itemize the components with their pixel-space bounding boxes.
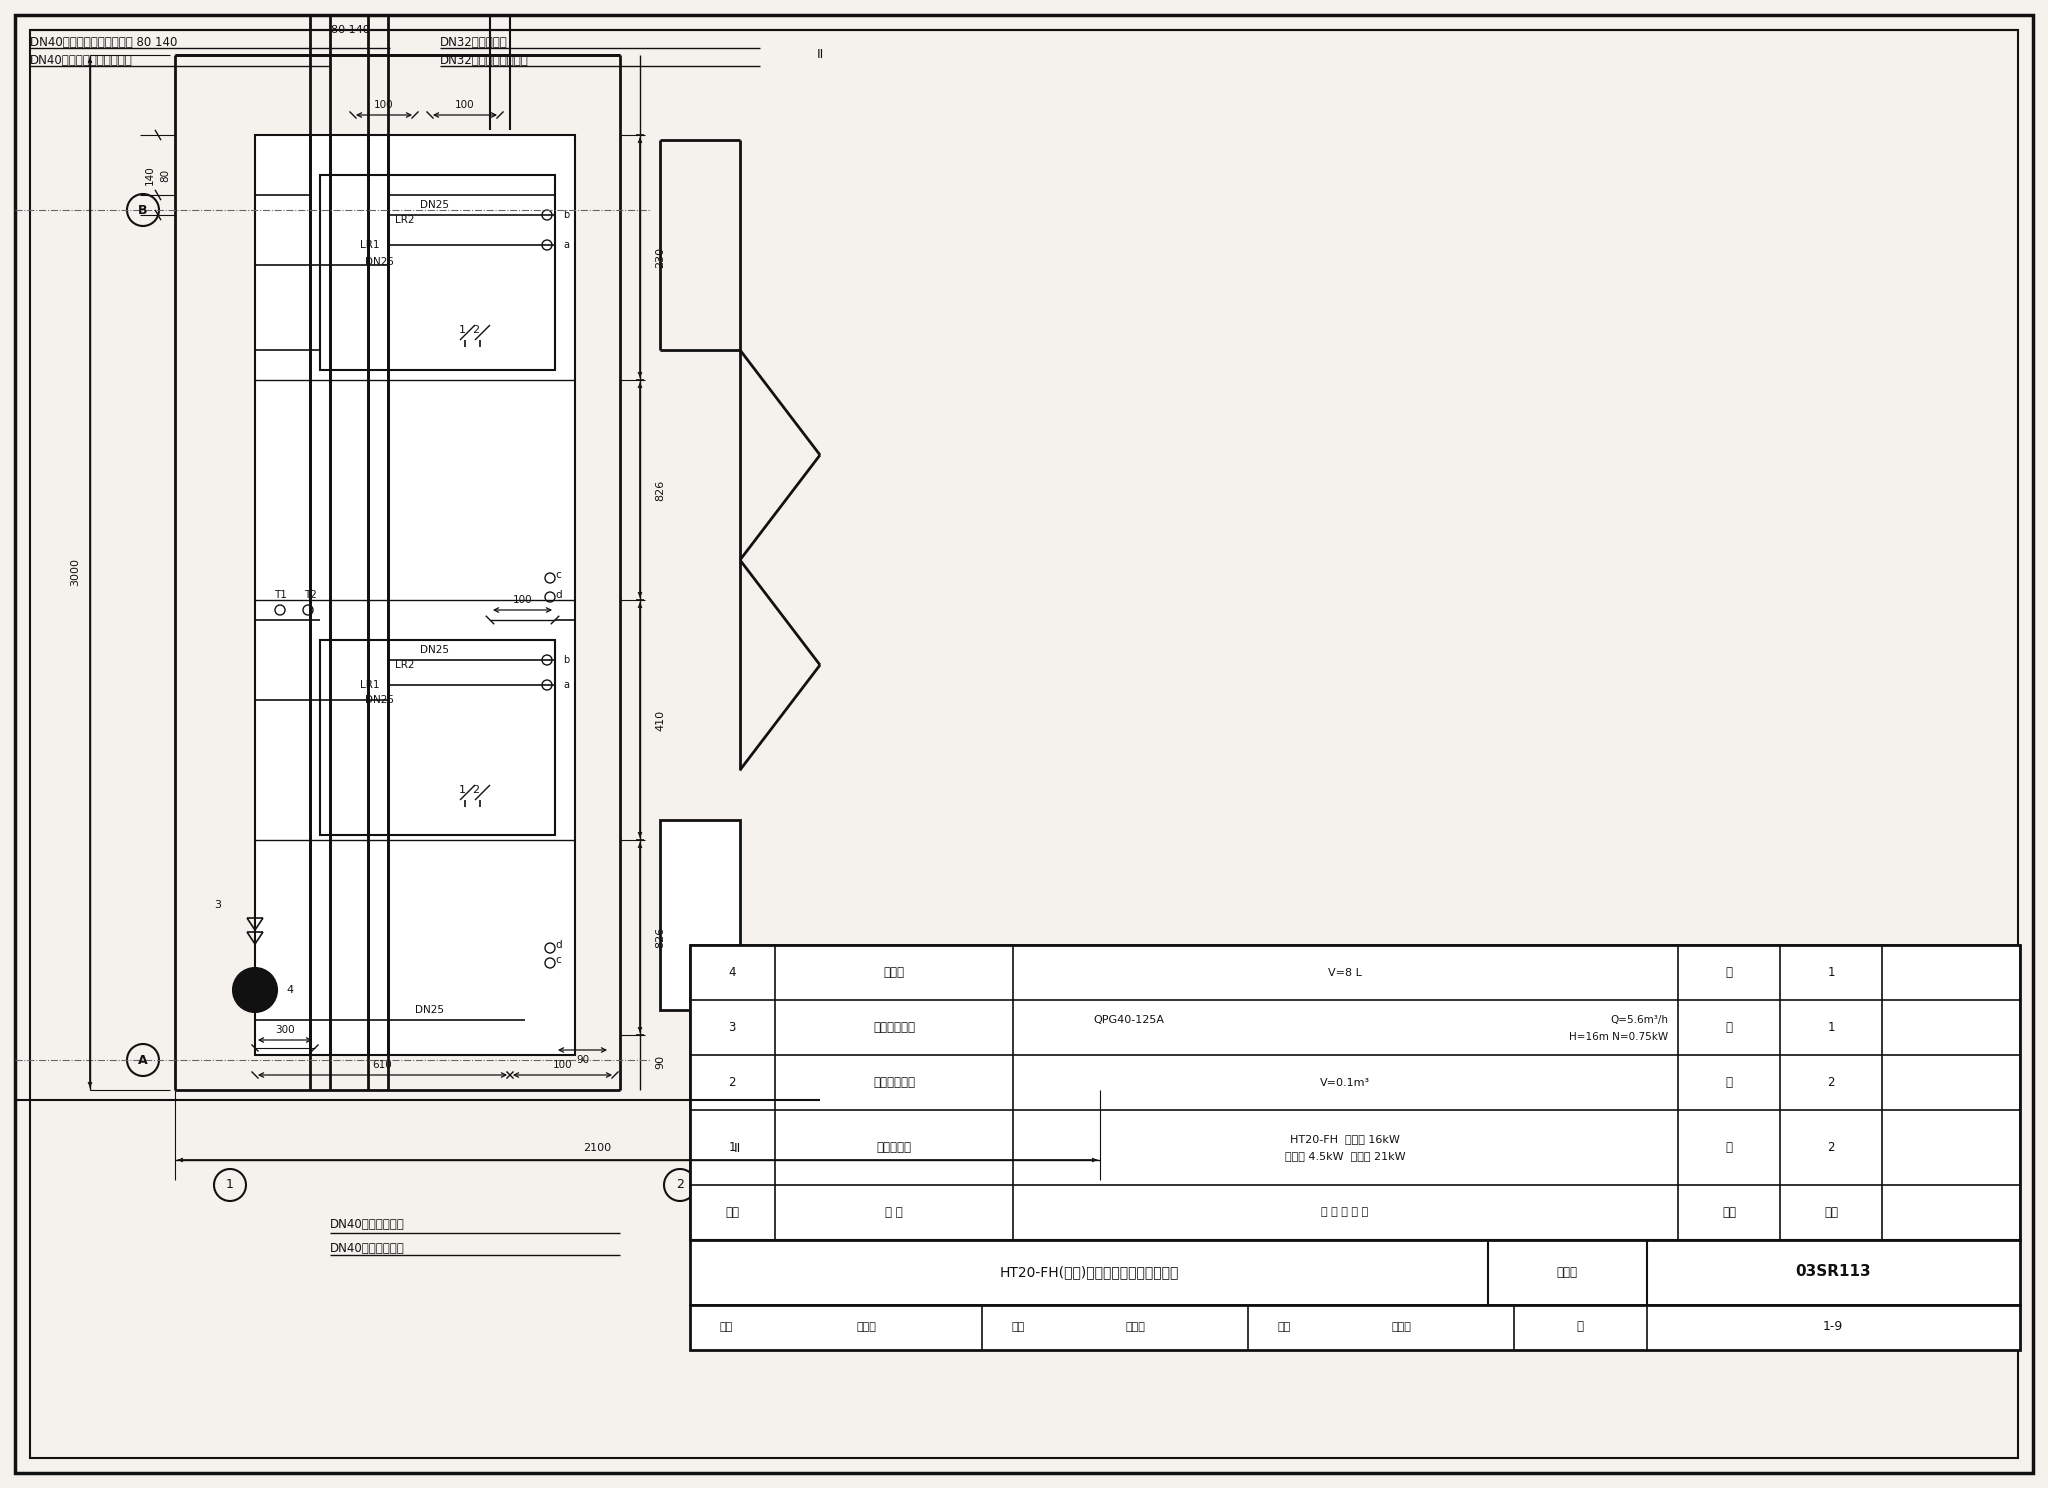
- Text: 单位: 单位: [1722, 1205, 1737, 1219]
- Text: d: d: [555, 940, 561, 949]
- Text: 数量: 数量: [1825, 1205, 1837, 1219]
- Text: B: B: [139, 204, 147, 216]
- Text: 名 称: 名 称: [885, 1205, 903, 1219]
- Bar: [690, 945, 2019, 1240]
- Text: 台: 台: [1726, 966, 1733, 979]
- Text: c: c: [555, 955, 561, 966]
- Text: 校对: 校对: [1012, 1321, 1026, 1332]
- Text: 容积式换热器: 容积式换热器: [872, 1076, 915, 1089]
- Text: 100: 100: [455, 100, 475, 110]
- Text: 4: 4: [287, 985, 293, 995]
- Text: V=0.1m³: V=0.1m³: [1321, 1077, 1370, 1088]
- Text: 能量提升器: 能量提升器: [877, 1141, 911, 1155]
- Text: HT20-FH(二台)冷热源设备及管道平面图: HT20-FH(二台)冷热源设备及管道平面图: [999, 1265, 1180, 1280]
- Text: 2: 2: [729, 1076, 735, 1089]
- Text: 3: 3: [215, 900, 221, 911]
- Text: 广昆宏: 广昆宏: [856, 1321, 877, 1332]
- Text: DN40接能量提升系统回水管 80 140: DN40接能量提升系统回水管 80 140: [31, 36, 178, 49]
- Text: 末端水循环泵: 末端水循环泵: [872, 1021, 915, 1034]
- Text: 2: 2: [676, 1178, 684, 1192]
- Text: 03SR113: 03SR113: [1796, 1265, 1870, 1280]
- Text: 140: 140: [145, 165, 156, 185]
- Text: 2100: 2100: [584, 1143, 610, 1153]
- Text: LR2: LR2: [395, 661, 414, 670]
- Text: 电功率 4.5kW  制热量 21kW: 电功率 4.5kW 制热量 21kW: [1284, 1152, 1405, 1162]
- Text: 300: 300: [274, 1025, 295, 1036]
- Bar: [690, 1240, 2019, 1305]
- Text: 826: 826: [655, 479, 666, 500]
- Text: 审核: 审核: [721, 1321, 733, 1332]
- Text: 80: 80: [160, 168, 170, 182]
- Text: Q=5.6m³/h: Q=5.6m³/h: [1610, 1015, 1667, 1025]
- Text: a: a: [563, 240, 569, 250]
- Text: A: A: [137, 1054, 147, 1067]
- Text: DN25: DN25: [416, 1004, 444, 1015]
- Text: 序号: 序号: [725, 1205, 739, 1219]
- Text: d: d: [555, 591, 561, 600]
- Text: 图集号: 图集号: [1556, 1265, 1577, 1278]
- Text: DN25: DN25: [420, 199, 449, 210]
- Text: 80 140: 80 140: [330, 25, 369, 36]
- Text: 台: 台: [1726, 1076, 1733, 1089]
- Text: 610: 610: [373, 1059, 393, 1070]
- Text: DN25: DN25: [420, 644, 449, 655]
- Text: 826: 826: [655, 927, 666, 948]
- Text: 410: 410: [655, 710, 666, 731]
- Text: 90: 90: [655, 1055, 666, 1068]
- Text: V=8 L: V=8 L: [1327, 967, 1362, 978]
- Text: 1  2: 1 2: [459, 324, 481, 335]
- Text: II: II: [733, 1141, 741, 1155]
- Text: 3: 3: [729, 1021, 735, 1034]
- Bar: [319, 640, 555, 835]
- Text: T1: T1: [274, 591, 287, 600]
- Text: 230: 230: [655, 247, 666, 268]
- Text: 100: 100: [553, 1059, 571, 1070]
- Text: 型 号 及 规 格: 型 号 及 规 格: [1321, 1207, 1368, 1217]
- Text: 100: 100: [375, 100, 393, 110]
- Text: HT20-FH  制冷量 16kW: HT20-FH 制冷量 16kW: [1290, 1134, 1401, 1144]
- Text: 台: 台: [1726, 1141, 1733, 1155]
- Text: DN32接自来水管: DN32接自来水管: [440, 36, 508, 49]
- Text: QPG40-125A: QPG40-125A: [1094, 1015, 1163, 1025]
- Text: 页: 页: [1577, 1320, 1583, 1333]
- Bar: [256, 135, 575, 1055]
- Text: DN40接能量提升系统供水管: DN40接能量提升系统供水管: [31, 54, 133, 67]
- Bar: [659, 820, 739, 1010]
- Text: 3000: 3000: [70, 558, 80, 586]
- Text: 1: 1: [1827, 966, 1835, 979]
- Text: 台: 台: [1726, 1021, 1733, 1034]
- Text: a: a: [563, 680, 569, 690]
- Text: DN40接末端供水管: DN40接末端供水管: [330, 1219, 406, 1232]
- Text: LR1: LR1: [360, 680, 379, 690]
- Text: 1: 1: [225, 1178, 233, 1192]
- Circle shape: [233, 969, 276, 1012]
- Text: 100: 100: [512, 595, 532, 606]
- Text: DN40接末端回水管: DN40接末端回水管: [330, 1241, 406, 1254]
- Text: b: b: [563, 210, 569, 220]
- Text: T2: T2: [303, 591, 317, 600]
- Text: 行彩册: 行彩册: [1391, 1321, 1411, 1332]
- Text: 1: 1: [729, 1141, 735, 1155]
- Text: DN25: DN25: [365, 695, 395, 705]
- Text: LR2: LR2: [395, 214, 414, 225]
- Text: 设计: 设计: [1278, 1321, 1290, 1332]
- Text: DN32接生活热水供水管: DN32接生活热水供水管: [440, 54, 528, 67]
- Text: 90: 90: [575, 1055, 590, 1065]
- Bar: [319, 176, 555, 371]
- Text: 2: 2: [1827, 1076, 1835, 1089]
- Text: DN25: DN25: [365, 257, 395, 266]
- Text: LR1: LR1: [360, 240, 379, 250]
- Text: H=16m N=0.75kW: H=16m N=0.75kW: [1569, 1031, 1667, 1042]
- Text: b: b: [563, 655, 569, 665]
- Text: II: II: [817, 49, 823, 61]
- Text: 2: 2: [1827, 1141, 1835, 1155]
- Text: 1-9: 1-9: [1823, 1320, 1843, 1333]
- Text: c: c: [555, 570, 561, 580]
- Text: 4: 4: [729, 966, 735, 979]
- Text: 1: 1: [1827, 1021, 1835, 1034]
- Text: 1  2: 1 2: [459, 786, 481, 795]
- Text: 定压罐: 定压罐: [883, 966, 905, 979]
- Text: 黄、庶: 黄、庶: [1124, 1321, 1145, 1332]
- Bar: [690, 1305, 2019, 1350]
